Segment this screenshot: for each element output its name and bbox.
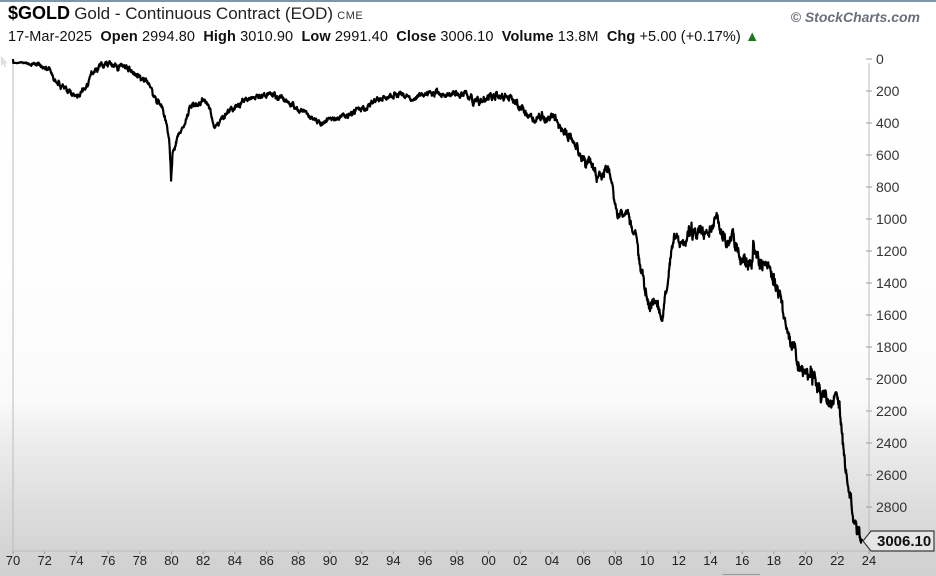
- svg-text:1000: 1000: [876, 211, 907, 227]
- svg-text:16: 16: [735, 553, 749, 568]
- svg-text:1600: 1600: [876, 307, 907, 323]
- svg-text:78: 78: [133, 553, 147, 568]
- svg-text:72: 72: [37, 553, 51, 568]
- svg-text:08: 08: [608, 553, 622, 568]
- svg-text:14: 14: [703, 553, 717, 568]
- svg-text:3006.10: 3006.10: [877, 533, 931, 550]
- svg-text:800: 800: [876, 179, 900, 195]
- svg-text:12: 12: [672, 553, 686, 568]
- svg-text:80: 80: [164, 553, 178, 568]
- svg-text:96: 96: [418, 553, 432, 568]
- svg-text:10: 10: [640, 553, 654, 568]
- svg-text:400: 400: [876, 115, 900, 131]
- svg-text:90: 90: [323, 553, 337, 568]
- svg-text:1400: 1400: [876, 275, 907, 291]
- svg-text:98: 98: [450, 553, 464, 568]
- svg-text:74: 74: [69, 553, 83, 568]
- svg-text:1200: 1200: [876, 243, 907, 259]
- svg-text:2400: 2400: [876, 435, 907, 451]
- svg-text:0: 0: [876, 51, 884, 67]
- svg-text:18: 18: [767, 553, 781, 568]
- svg-text:76: 76: [101, 553, 115, 568]
- svg-text:04: 04: [545, 553, 559, 568]
- svg-text:22: 22: [830, 553, 844, 568]
- svg-text:2800: 2800: [876, 499, 907, 515]
- svg-text:70: 70: [6, 553, 20, 568]
- svg-text:2200: 2200: [876, 403, 907, 419]
- svg-text:82: 82: [196, 553, 210, 568]
- svg-text:88: 88: [291, 553, 305, 568]
- svg-text:00: 00: [481, 553, 495, 568]
- svg-text:20: 20: [798, 553, 812, 568]
- svg-text:92: 92: [354, 553, 368, 568]
- svg-text:86: 86: [259, 553, 273, 568]
- svg-text:24: 24: [862, 553, 876, 568]
- svg-text:2600: 2600: [876, 467, 907, 483]
- svg-text:84: 84: [228, 553, 242, 568]
- svg-text:94: 94: [386, 553, 400, 568]
- svg-text:2000: 2000: [876, 371, 907, 387]
- svg-text:200: 200: [876, 83, 900, 99]
- svg-text:1800: 1800: [876, 339, 907, 355]
- svg-text:06: 06: [576, 553, 590, 568]
- svg-text:600: 600: [876, 147, 900, 163]
- svg-text:02: 02: [513, 553, 527, 568]
